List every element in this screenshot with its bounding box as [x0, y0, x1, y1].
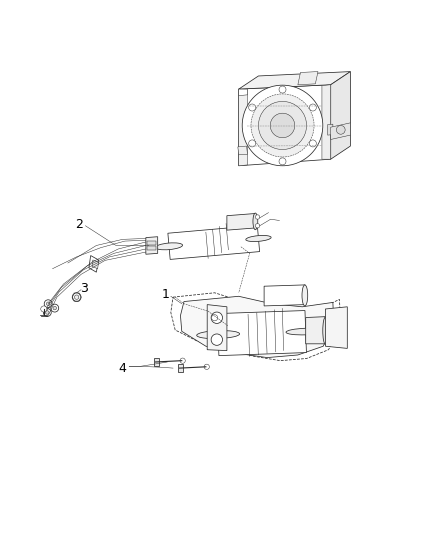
Circle shape [41, 306, 47, 312]
Circle shape [46, 311, 49, 314]
Circle shape [255, 223, 260, 228]
Ellipse shape [332, 323, 336, 340]
Polygon shape [238, 146, 247, 155]
Ellipse shape [302, 285, 307, 306]
Circle shape [44, 300, 52, 308]
Polygon shape [239, 89, 247, 166]
Polygon shape [322, 85, 331, 159]
Ellipse shape [253, 213, 258, 230]
Circle shape [74, 295, 79, 300]
Circle shape [249, 104, 256, 111]
Polygon shape [239, 85, 331, 166]
Circle shape [251, 94, 314, 157]
Polygon shape [180, 296, 334, 358]
Polygon shape [171, 293, 341, 361]
Text: 1: 1 [162, 288, 170, 302]
Polygon shape [306, 317, 325, 344]
Polygon shape [178, 364, 183, 372]
Circle shape [249, 140, 256, 147]
Polygon shape [207, 304, 227, 351]
Circle shape [242, 85, 323, 166]
Polygon shape [239, 71, 350, 89]
Ellipse shape [197, 330, 240, 338]
Polygon shape [92, 260, 99, 269]
Polygon shape [298, 71, 318, 85]
Circle shape [53, 306, 57, 310]
Polygon shape [325, 307, 347, 349]
Polygon shape [227, 214, 255, 230]
Circle shape [309, 140, 316, 147]
Text: 4: 4 [119, 361, 127, 375]
Polygon shape [217, 311, 307, 356]
Ellipse shape [155, 243, 183, 250]
Circle shape [43, 309, 51, 317]
Circle shape [211, 312, 223, 324]
Circle shape [204, 364, 209, 369]
Circle shape [72, 293, 81, 302]
Circle shape [51, 304, 59, 312]
Polygon shape [154, 358, 159, 366]
Circle shape [258, 101, 307, 150]
Ellipse shape [246, 236, 271, 241]
Polygon shape [328, 124, 333, 135]
Circle shape [309, 104, 316, 111]
Circle shape [270, 113, 295, 138]
Ellipse shape [323, 317, 328, 344]
Circle shape [279, 158, 286, 165]
Circle shape [212, 314, 218, 321]
Polygon shape [331, 123, 350, 140]
Polygon shape [147, 246, 156, 250]
Polygon shape [89, 255, 99, 272]
Text: 3: 3 [80, 282, 88, 295]
Circle shape [255, 215, 260, 219]
Polygon shape [168, 225, 260, 260]
Polygon shape [264, 285, 305, 306]
Text: 2: 2 [75, 218, 83, 231]
Circle shape [279, 86, 286, 93]
Ellipse shape [286, 328, 325, 335]
Polygon shape [239, 89, 247, 96]
Circle shape [211, 334, 223, 345]
Polygon shape [146, 237, 158, 254]
Circle shape [46, 302, 50, 305]
Circle shape [336, 125, 345, 134]
Circle shape [180, 358, 185, 364]
Polygon shape [331, 71, 350, 159]
Polygon shape [147, 241, 156, 245]
